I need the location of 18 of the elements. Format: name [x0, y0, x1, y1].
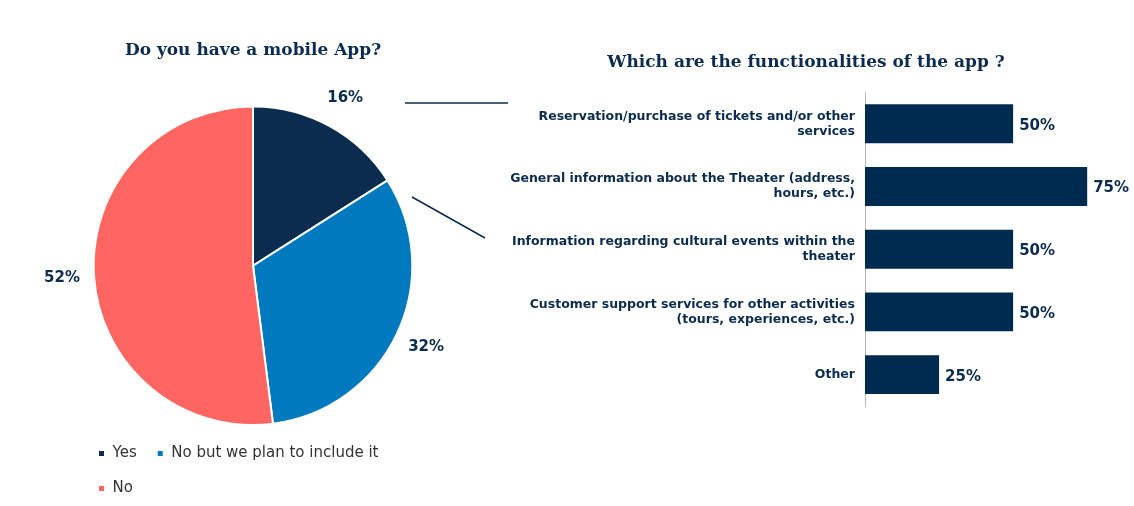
- chart-title: Do you have a mobile App?: [124, 38, 382, 59]
- data-label: 32%: [408, 337, 445, 356]
- data-label: 50%: [1019, 241, 1056, 260]
- y-tick-label: Other: [814, 365, 856, 381]
- legend-label: Yes: [111, 443, 137, 462]
- data-label: 75%: [1093, 178, 1130, 197]
- y-tick-label: Information regarding cultural events within the theater: [512, 232, 856, 263]
- chart-title: Which are the functionalities of the app ?: [606, 50, 1005, 71]
- data-label: 25%: [945, 366, 981, 385]
- legend-label: No but we plan to include it: [171, 443, 379, 462]
- y-tick-label: General information about the Theater (address, hours, etc.): [510, 170, 855, 201]
- data-label: 52%: [44, 267, 81, 286]
- data-label: 50%: [1019, 303, 1056, 322]
- data-label: 16%: [327, 87, 364, 106]
- y-tick-label: Reservation/purchase of tickets and/or other services: [538, 107, 856, 138]
- data-label: 50%: [1019, 115, 1056, 134]
- legend-label: No: [112, 478, 133, 497]
- y-tick-label: Customer support services for other activities (tours, experiences, etc.): [529, 295, 855, 326]
